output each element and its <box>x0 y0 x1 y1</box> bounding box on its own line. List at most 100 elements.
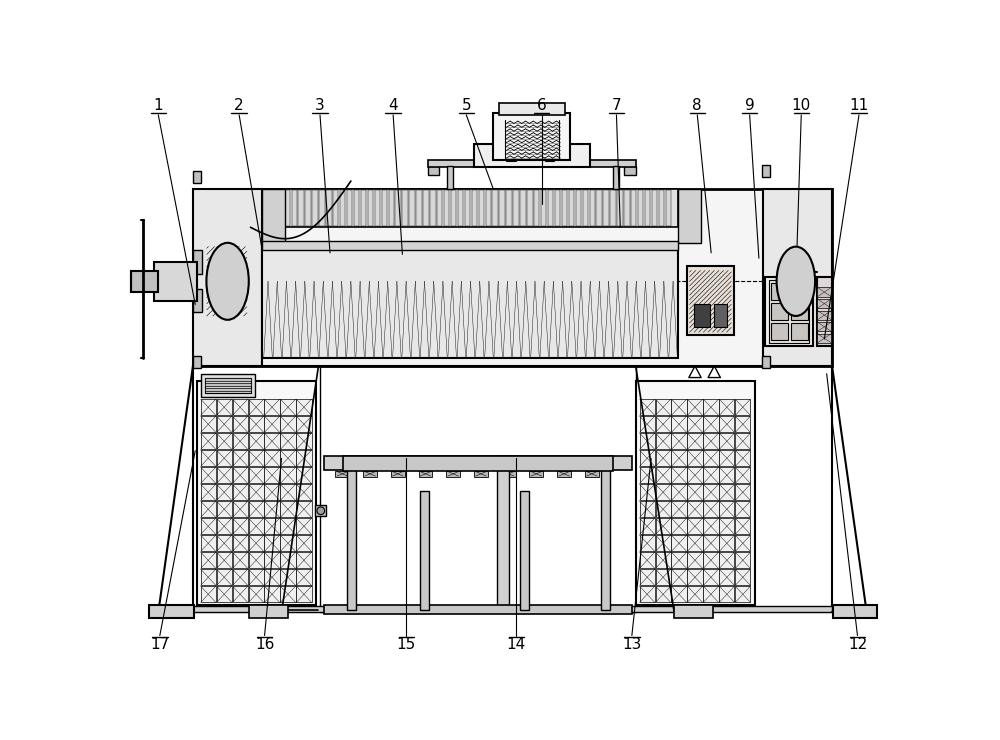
Bar <box>590 190 595 226</box>
Bar <box>248 501 264 517</box>
Bar <box>233 450 248 466</box>
Bar <box>735 484 750 500</box>
Bar <box>419 471 432 477</box>
Bar <box>671 586 687 602</box>
Bar <box>817 287 831 297</box>
Bar <box>217 518 232 534</box>
Bar <box>324 605 632 614</box>
Bar <box>703 416 719 432</box>
Bar <box>264 450 280 466</box>
Bar <box>201 399 216 415</box>
Bar <box>645 190 650 226</box>
Bar <box>769 280 809 343</box>
Bar <box>354 190 359 226</box>
Bar <box>193 171 201 183</box>
Bar <box>703 450 719 466</box>
Bar <box>474 471 488 477</box>
Bar <box>416 190 422 226</box>
Bar <box>347 468 356 610</box>
Bar <box>280 450 296 466</box>
Bar <box>671 535 687 551</box>
Bar <box>703 484 719 500</box>
Bar <box>201 586 216 602</box>
Bar <box>248 484 264 500</box>
Bar <box>217 569 232 585</box>
Bar <box>719 518 734 534</box>
Bar <box>193 356 201 368</box>
Bar <box>576 190 581 226</box>
Bar <box>502 471 516 477</box>
Bar <box>201 484 216 500</box>
Bar <box>656 518 671 534</box>
Bar <box>671 552 687 568</box>
Bar <box>719 586 734 602</box>
Bar <box>296 518 312 534</box>
Bar <box>735 586 750 602</box>
Bar <box>671 518 687 534</box>
Bar <box>562 190 567 226</box>
Bar <box>280 535 296 551</box>
Bar <box>703 535 719 551</box>
Bar <box>656 501 671 517</box>
Bar <box>233 552 248 568</box>
Bar <box>193 289 202 312</box>
Bar <box>201 569 216 585</box>
Text: 5: 5 <box>461 98 471 113</box>
Bar <box>233 518 248 534</box>
Bar <box>280 467 296 483</box>
Bar <box>248 535 264 551</box>
Bar <box>205 388 251 391</box>
Bar <box>474 144 590 167</box>
Bar <box>201 518 216 534</box>
Bar <box>763 189 832 366</box>
Bar <box>420 491 429 610</box>
Bar <box>217 552 232 568</box>
Bar <box>205 383 251 386</box>
Bar <box>264 190 269 226</box>
Bar <box>719 399 734 415</box>
Bar <box>201 374 255 397</box>
Bar <box>735 569 750 585</box>
Text: 17: 17 <box>150 637 169 652</box>
Bar <box>472 190 477 226</box>
Bar <box>233 501 248 517</box>
Bar <box>703 433 719 449</box>
Bar <box>631 190 636 226</box>
Bar <box>280 484 296 500</box>
Bar <box>264 416 280 432</box>
Bar <box>583 190 588 226</box>
Bar <box>817 299 831 309</box>
Bar <box>585 471 599 477</box>
Bar <box>687 535 703 551</box>
Text: 15: 15 <box>397 637 416 652</box>
Bar <box>335 471 349 477</box>
Bar <box>492 190 498 226</box>
Bar <box>656 450 671 466</box>
Bar <box>557 471 571 477</box>
Bar <box>541 190 546 226</box>
Bar <box>197 381 316 605</box>
Bar <box>687 467 703 483</box>
Bar <box>262 189 285 243</box>
Bar <box>703 552 719 568</box>
Bar <box>624 190 630 226</box>
Bar <box>233 586 248 602</box>
Bar <box>497 456 509 610</box>
Bar <box>217 433 232 449</box>
Bar <box>671 416 687 432</box>
Bar <box>703 467 719 483</box>
Bar <box>402 190 408 226</box>
Bar <box>640 416 655 432</box>
Bar <box>296 535 312 551</box>
Text: 6: 6 <box>537 98 547 113</box>
Bar <box>687 586 703 602</box>
Bar <box>248 450 264 466</box>
Bar <box>296 586 312 602</box>
Bar <box>765 277 813 346</box>
Bar <box>640 535 655 551</box>
Bar <box>296 501 312 517</box>
Bar <box>652 190 657 226</box>
Bar <box>296 399 312 415</box>
Bar <box>193 251 202 274</box>
Bar <box>719 450 734 466</box>
